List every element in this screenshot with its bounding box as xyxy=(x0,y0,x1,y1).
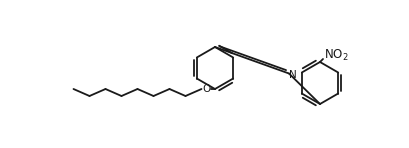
Text: NO$_2$: NO$_2$ xyxy=(323,48,348,63)
Text: O: O xyxy=(202,84,211,94)
Text: N: N xyxy=(288,70,296,79)
